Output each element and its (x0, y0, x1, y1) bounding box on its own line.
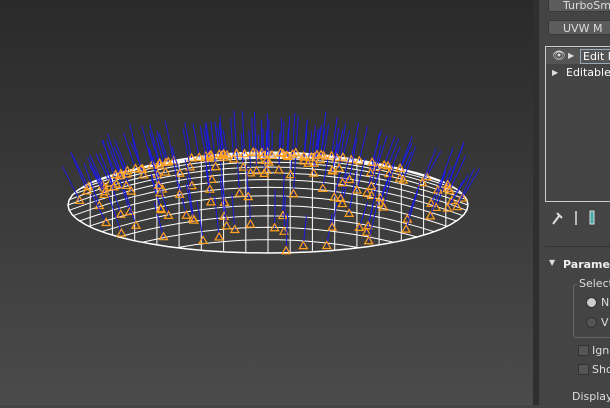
normal (252, 118, 253, 153)
normal (200, 126, 206, 156)
normal (323, 159, 328, 188)
mesh-view (0, 0, 533, 405)
stack-row[interactable]: ▶ Editable (546, 65, 610, 81)
divider (545, 246, 610, 247)
pin-icon[interactable] (553, 213, 562, 224)
normal (130, 124, 141, 169)
normal (234, 110, 237, 153)
normal (107, 133, 120, 173)
modifier-button[interactable]: TurboSm (548, 0, 610, 12)
stack-label: Editable (566, 65, 610, 81)
normal (142, 125, 152, 164)
modifier-button[interactable]: UVW M (548, 20, 610, 35)
radio-label: V (601, 316, 609, 329)
normal (71, 152, 87, 191)
group-title: Select (577, 277, 610, 290)
section-label: Display (572, 390, 610, 403)
normal (232, 193, 235, 229)
normal (293, 113, 295, 154)
viewport[interactable] (0, 0, 533, 405)
expand-arrow[interactable]: ▶ (552, 65, 558, 81)
normal (275, 189, 276, 227)
stack-tools (551, 210, 610, 226)
normal (206, 122, 211, 155)
checkbox-label: Igno (592, 344, 610, 357)
expand-arrow[interactable]: ▶ (568, 48, 574, 64)
normal (241, 133, 243, 167)
group-box (573, 284, 610, 338)
checkbox[interactable] (578, 345, 589, 356)
radio[interactable] (586, 297, 597, 308)
checkbox-label: Sho (592, 363, 610, 376)
rollout-title[interactable]: Paramet (563, 258, 610, 271)
normal (280, 118, 281, 153)
normal (369, 201, 378, 240)
normal (249, 130, 251, 173)
normal (462, 168, 479, 198)
rollout-arrow[interactable]: ▼ (549, 258, 555, 267)
checkbox[interactable] (578, 364, 589, 375)
normal (296, 116, 298, 153)
modifier-stack: 👁 ▶ Edit N ▶ Editable (545, 46, 610, 202)
normal (193, 124, 199, 157)
command-panel: TurboSm UVW M 👁 ▶ Edit N ▶ Editable ▼ Pa… (539, 0, 610, 405)
normal (179, 183, 186, 215)
normal (159, 133, 168, 161)
normal (215, 197, 219, 237)
eye-icon[interactable]: 👁 (552, 48, 566, 64)
normal (72, 155, 88, 187)
show-end-icon[interactable] (590, 211, 594, 224)
stack-row[interactable]: 👁 ▶ Edit N (546, 48, 610, 64)
normal (63, 167, 80, 201)
normal (242, 111, 244, 154)
radio-label: N (601, 296, 609, 309)
normal (351, 123, 358, 160)
normal (256, 132, 257, 171)
normal (359, 127, 367, 161)
radio[interactable] (586, 317, 597, 328)
stack-label: Edit N (580, 49, 610, 64)
